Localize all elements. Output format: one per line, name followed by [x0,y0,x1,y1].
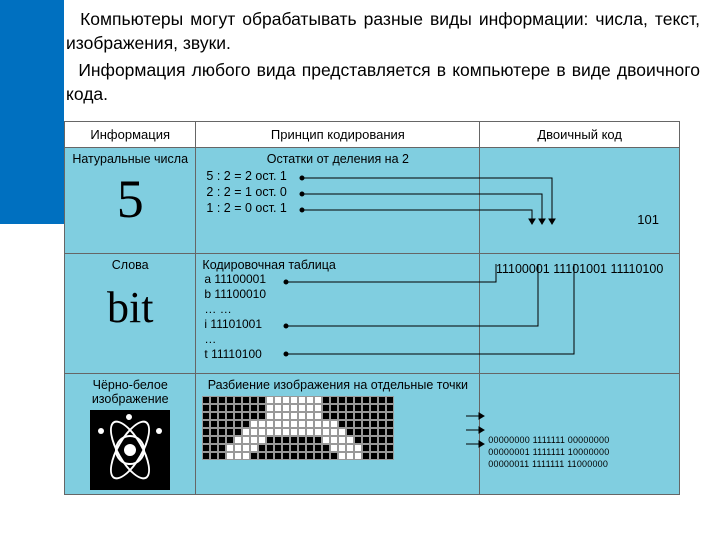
header-binary: Двоичный код [480,121,680,147]
table-row: Чёрно-белое изображение Разбиение изобра… [65,373,680,494]
table-header-row: Информация Принцип кодирования Двоичный … [65,121,680,147]
row3-result: 00000000 1111111 00000000 00000001 11111… [486,378,673,470]
row3-label: Чёрно-белое изображение [71,378,189,406]
number-glyph: 5 [71,172,189,226]
row1-label: Натуральные числа [71,152,189,166]
accent-sidebar [0,0,64,224]
atom-icon [90,410,170,490]
intro-paragraph-1: Компьютеры могут обрабатывать разные вид… [64,8,702,55]
intro-paragraph-2: Информация любого вида представляется в … [64,59,702,106]
row2-lines: a 11100001 b 11100010 … … i 11101001 … t… [202,272,473,362]
row1-subhead: Остатки от деления на 2 [202,152,473,166]
header-information: Информация [65,121,196,147]
table-row: Слова bit Кодировочная таблица a 1110000… [65,253,680,373]
table-row: Натуральные числа 5 Остатки от деления н… [65,147,680,253]
pixel-grid [202,396,466,460]
slide-content: Компьютеры могут обрабатывать разные вид… [64,8,702,495]
row1-result: 101 [486,152,673,227]
encoding-table: Информация Принцип кодирования Двоичный … [64,121,680,495]
row2-result: 11100001 11101001 11110100 [486,258,673,276]
row1-lines: 5 : 2 = 2 ост. 1 2 : 2 = 1 ост. 0 1 : 2 … [202,168,473,217]
header-principle: Принцип кодирования [196,121,480,147]
row2-label: Слова [71,258,189,272]
row3-subhead: Разбиение изображения на отдельные точки [202,378,473,392]
word-glyph: bit [71,286,189,330]
row2-subhead: Кодировочная таблица [202,258,473,272]
